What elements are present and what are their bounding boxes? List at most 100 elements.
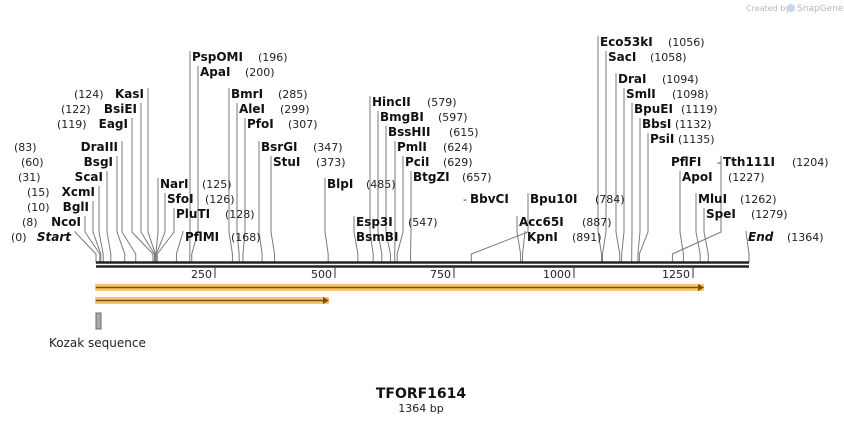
site-kpni[interactable]: KpnI — [527, 230, 558, 244]
site-position-apoi: (1227) — [728, 171, 765, 184]
site-position-drai: (1094) — [662, 73, 699, 86]
site-hincii[interactable]: HincII — [372, 95, 411, 109]
site-saci[interactable]: SacI — [608, 50, 636, 64]
site-pflfi[interactable]: PflFI — [671, 155, 701, 169]
site-eco53ki[interactable]: Eco53kI — [600, 35, 653, 49]
site-scai[interactable]: ScaI — [75, 170, 103, 184]
site-position-pflmi: (168) — [231, 231, 261, 244]
orf-arrowhead-long — [698, 284, 704, 291]
site-position-bpuei: (1119) — [681, 103, 718, 116]
site-position-ncoi: (8) — [22, 216, 38, 229]
kozak-feature-box[interactable] — [95, 312, 102, 330]
site-position-bgli: (10) — [27, 201, 50, 214]
site-pluti[interactable]: PluTI — [176, 207, 210, 221]
site-blpi[interactable]: BlpI — [327, 177, 353, 191]
site-ncoi[interactable]: NcoI — [51, 215, 81, 229]
site-sfoi[interactable]: SfoI — [167, 192, 194, 206]
site-position-nari: (125) — [202, 178, 232, 191]
site-bsiei[interactable]: BsiEI — [104, 102, 137, 116]
site-position-blpi: (485) — [366, 178, 396, 191]
site-position-pfoi: (307) — [288, 118, 318, 131]
leader-line-kasi — [147, 88, 156, 263]
leader-line-bsrgi — [258, 141, 263, 263]
leader-line-start — [74, 231, 97, 263]
site-pcii[interactable]: PciI — [405, 155, 430, 169]
leader-line-psii — [638, 133, 649, 263]
ruler-label-1250: 1250 — [662, 268, 690, 281]
site-bsmbi[interactable]: BsmBI — [356, 230, 398, 244]
label-separator: - — [717, 156, 721, 169]
ruler-label-1000: 1000 — [543, 268, 571, 281]
site-end[interactable]: End — [748, 230, 774, 244]
site-bmgbi[interactable]: BmgBI — [380, 110, 424, 124]
site-acc65i[interactable]: Acc65I — [519, 215, 564, 229]
site-alei[interactable]: AleI — [239, 102, 265, 116]
leader-line-pluti — [156, 208, 175, 263]
site-mlui[interactable]: MluI — [698, 192, 727, 206]
ruler-label-250: 250 — [191, 268, 212, 281]
site-psii[interactable]: PsiI — [650, 132, 674, 146]
site-bsgi[interactable]: BsgI — [84, 155, 113, 169]
site-bbsi[interactable]: BbsI — [642, 117, 671, 131]
site-position-pluti: (128) — [225, 208, 255, 221]
leader-line-saci — [602, 51, 607, 263]
site-leader-lines — [74, 36, 750, 263]
site-pfoi[interactable]: PfoI — [247, 117, 274, 131]
site-bpu10i[interactable]: Bpu10I — [530, 192, 577, 206]
leader-line-bsiei — [140, 103, 155, 263]
leader-line-eagi — [131, 118, 154, 263]
leader-line-eco53ki — [597, 36, 603, 263]
restriction-site-labels[interactable]: - - Start (0) NcoI (8) BglI (10) XcmI (15) ScaI (31… — [11, 35, 829, 244]
site-btgzi[interactable]: BtgZI — [413, 170, 450, 184]
site-position-smli: (1098) — [672, 88, 709, 101]
site-position-pspomi: (196) — [258, 51, 288, 64]
site-position-kpni: (891) — [572, 231, 602, 244]
site-position-sfoi: (126) — [205, 193, 235, 206]
site-pspomi[interactable]: PspOMI — [192, 50, 243, 64]
leader-line-pcii — [396, 156, 404, 263]
site-bsshii[interactable]: BssHII — [388, 125, 430, 139]
site-position-esp3i: (547) — [408, 216, 438, 229]
leader-line-apai — [191, 66, 199, 263]
site-bpuei[interactable]: BpuEI — [634, 102, 673, 116]
leader-line-alei — [236, 103, 240, 263]
site-nari[interactable]: NarI — [160, 177, 189, 191]
site-smli[interactable]: SmlI — [626, 87, 656, 101]
site-position-hincii: (579) — [427, 96, 457, 109]
site-eagi[interactable]: EagI — [99, 117, 128, 131]
site-spei[interactable]: SpeI — [706, 207, 736, 221]
leader-line-sfoi — [155, 193, 166, 263]
site-stui[interactable]: StuI — [273, 155, 300, 169]
site-bbvci[interactable]: BbvCI — [470, 192, 509, 206]
site-start[interactable]: Start — [37, 230, 72, 244]
site-xcmi[interactable]: XcmI — [62, 185, 95, 199]
site-bsrgi[interactable]: BsrGI — [261, 140, 298, 154]
orf-features[interactable] — [95, 284, 704, 304]
site-bgli[interactable]: BglI — [63, 200, 89, 214]
leader-line-pfoi — [242, 118, 246, 263]
site-position-pcii: (629) — [443, 156, 473, 169]
site-draiii[interactable]: DraIII — [81, 140, 118, 154]
leader-line-end — [745, 231, 750, 263]
sequence-length: 1364 bp — [398, 402, 443, 415]
site-position-tth111i: (1204) — [792, 156, 829, 169]
site-pflmi[interactable]: PflMI — [185, 230, 219, 244]
site-esp3i[interactable]: Esp3I — [356, 215, 393, 229]
leader-line-tth111i — [671, 156, 722, 263]
site-tth111i[interactable]: Tth111I — [723, 155, 775, 169]
leader-line-smli — [621, 88, 625, 263]
dna-backbone[interactable] — [96, 261, 749, 268]
site-kasi[interactable]: KasI — [115, 87, 144, 101]
leader-line-bsshii — [385, 126, 391, 263]
site-drai[interactable]: DraI — [618, 72, 646, 86]
site-apai[interactable]: ApaI — [200, 65, 230, 79]
site-bmri[interactable]: BmrI — [231, 87, 263, 101]
leader-line-acc65i — [516, 216, 522, 263]
site-position-draiii: (83) — [14, 141, 37, 154]
site-pmli[interactable]: PmlI — [397, 140, 427, 154]
site-position-end: (1364) — [787, 231, 824, 244]
leader-line-bgli — [92, 201, 102, 263]
site-apoi[interactable]: ApoI — [682, 170, 713, 184]
leader-line-bmri — [228, 88, 233, 263]
leader-line-bbsi — [637, 118, 641, 263]
